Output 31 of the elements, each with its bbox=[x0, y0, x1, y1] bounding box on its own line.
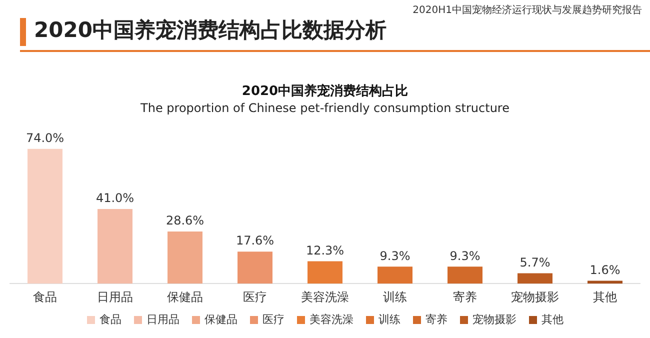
data-label: 5.7% bbox=[520, 255, 550, 270]
data-label: 1.6% bbox=[590, 262, 620, 277]
data-label: 9.3% bbox=[450, 248, 480, 263]
x-tick-label: 保健品 bbox=[167, 290, 203, 304]
category-label: 训练 bbox=[378, 313, 400, 326]
category-label: 日用品 bbox=[146, 313, 180, 326]
data-label: 9.3% bbox=[380, 248, 410, 263]
x-tick-label: 寄养 bbox=[453, 290, 477, 304]
x-tick-label: 日用品 bbox=[97, 290, 133, 304]
category-label: 美容洗澡 bbox=[310, 313, 354, 326]
category-label: 医疗 bbox=[262, 313, 284, 326]
text: 2020中国养宠消费结构占比 bbox=[242, 84, 408, 100]
data-label: 12.3% bbox=[306, 243, 344, 258]
text: 2020H1中国宠物经济运行现状与发展趋势研究报告 bbox=[412, 4, 642, 17]
x-tick-label: 医疗 bbox=[243, 290, 267, 304]
x-tick-label: 食品 bbox=[33, 290, 57, 304]
x-tick-label: 训练 bbox=[383, 290, 407, 304]
text: The proportion of Chinese pet-friendly consumption structure bbox=[140, 100, 510, 115]
chart-title: 2020中国养宠消费结构占比数据分析 bbox=[34, 17, 386, 44]
category-label: 宠物摄影 bbox=[472, 313, 516, 326]
x-tick-label: 美容洗澡 bbox=[301, 290, 349, 304]
x-tick-label: 其他 bbox=[593, 290, 617, 304]
category-label: 食品 bbox=[100, 313, 122, 326]
data-label: 28.6% bbox=[166, 214, 204, 228]
data-label: 41.0% bbox=[96, 191, 134, 206]
category-label: 寄养 bbox=[426, 313, 448, 326]
data-label: 74.0% bbox=[26, 131, 64, 146]
x-tick-label: 宠物摄影 bbox=[511, 290, 559, 304]
category-label: 其他 bbox=[542, 313, 564, 326]
data-label: 17.6% bbox=[236, 234, 274, 248]
category-label: 保健品 bbox=[204, 313, 238, 326]
